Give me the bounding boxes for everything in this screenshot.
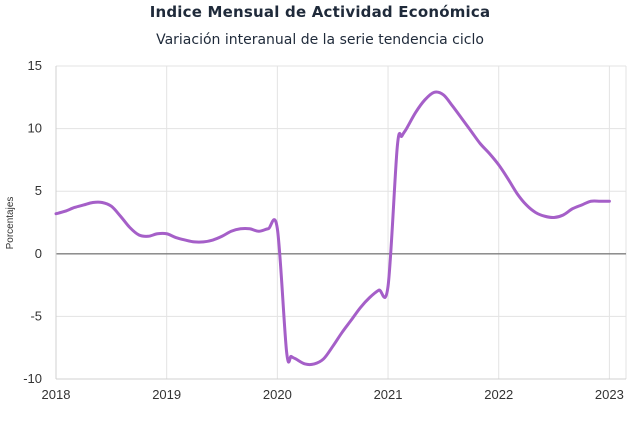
x-tick-label: 2019 — [152, 387, 181, 402]
x-tick-label: 2022 — [484, 387, 513, 402]
y-tick-label: -5 — [30, 308, 42, 323]
y-tick-label: 10 — [28, 121, 42, 136]
chart-subtitle: Variación interanual de la serie tendenc… — [156, 32, 484, 48]
grid — [55, 65, 627, 380]
series-line — [54, 90, 611, 367]
y-tick-label: 5 — [35, 183, 42, 198]
y-tick-label: 0 — [35, 246, 42, 261]
x-tick-label: 2021 — [374, 387, 403, 402]
series — [54, 90, 611, 367]
chart-title: Indice Mensual de Actividad Económica — [149, 3, 491, 21]
y-axis-label: Porcentajes — [5, 197, 16, 250]
x-tick-label: 2018 — [42, 387, 71, 402]
y-tick-label: 15 — [28, 58, 42, 73]
y-tick-label: -10 — [23, 371, 42, 386]
axes — [55, 66, 626, 380]
x-tick-label: 2023 — [595, 387, 624, 402]
x-tick-label: 2020 — [263, 387, 292, 402]
